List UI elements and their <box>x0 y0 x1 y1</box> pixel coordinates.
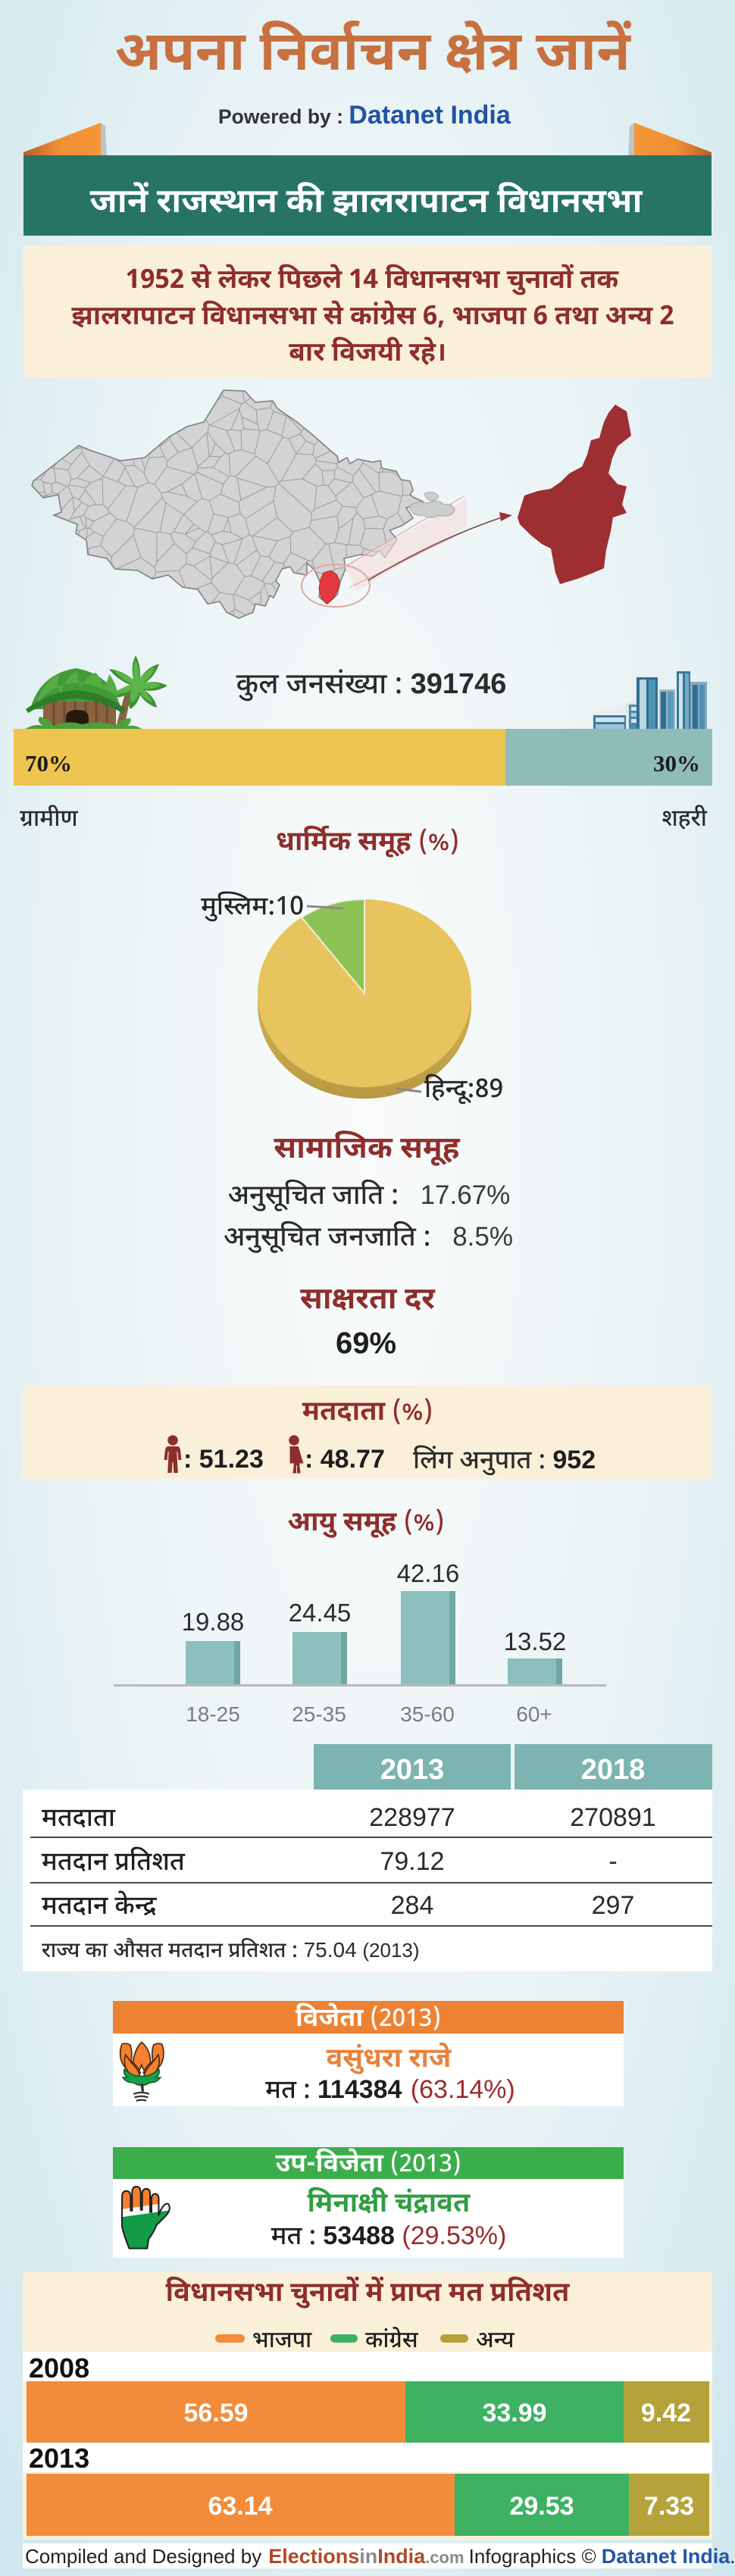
svg-text:270891: 270891 <box>570 1803 655 1832</box>
svg-text:53488: 53488 <box>323 2221 395 2250</box>
svg-text:: 51.23: : 51.23 <box>183 1445 264 1474</box>
svg-text:Compiled and Designed by: Compiled and Designed by <box>25 2545 261 2568</box>
svg-text:19.88: 19.88 <box>182 1608 245 1636</box>
svg-text:63.14: 63.14 <box>208 2492 272 2521</box>
svg-text:17.67%: 17.67% <box>421 1180 511 1210</box>
svg-text:2013: 2013 <box>380 1754 445 1786</box>
svg-text:.com: .com <box>425 2548 464 2567</box>
svg-text:33.99: 33.99 <box>482 2399 546 2428</box>
svg-text:391746: 391746 <box>411 668 507 700</box>
svg-text:284: 284 <box>391 1891 434 1920</box>
svg-text:(2013): (2013) <box>362 1939 419 1962</box>
svg-text:in: in <box>359 2545 377 2568</box>
svg-text:(63.14%): (63.14%) <box>411 2075 515 2104</box>
svg-text:Powered by :: Powered by : <box>218 105 343 128</box>
svg-text:7.33: 7.33 <box>644 2492 694 2521</box>
svg-text:2013: 2013 <box>29 2443 89 2474</box>
svg-text:9.42: 9.42 <box>641 2399 691 2428</box>
svg-text:8.5%: 8.5% <box>452 1222 513 1252</box>
svg-text:India: India <box>377 2545 426 2568</box>
svg-text:18-25: 18-25 <box>186 1702 240 1726</box>
svg-text:228977: 228977 <box>369 1803 455 1832</box>
svg-text:69%: 69% <box>336 1327 396 1360</box>
svg-text:60+: 60+ <box>516 1702 552 1726</box>
svg-text:.: . <box>730 2545 735 2568</box>
svg-text:2018: 2018 <box>581 1754 646 1786</box>
svg-text:2008: 2008 <box>29 2352 89 2384</box>
svg-text:75.04: 75.04 <box>304 1938 357 1962</box>
svg-text:Infographics ©: Infographics © <box>469 2545 596 2568</box>
svg-text:30%: 30% <box>653 750 700 777</box>
svg-text:Datanet India: Datanet India <box>349 101 511 130</box>
svg-text:(29.53%): (29.53%) <box>402 2221 506 2250</box>
svg-text:Elections: Elections <box>268 2545 359 2568</box>
svg-text:24.45: 24.45 <box>289 1599 352 1627</box>
svg-text:29.53: 29.53 <box>509 2492 574 2521</box>
svg-text:952: 952 <box>552 1446 596 1474</box>
svg-text:25-35: 25-35 <box>292 1702 346 1726</box>
svg-text:114384: 114384 <box>317 2075 402 2104</box>
svg-text:-: - <box>608 1847 617 1876</box>
svg-text:: 48.77: : 48.77 <box>305 1445 385 1474</box>
svg-text:35-60: 35-60 <box>400 1702 455 1726</box>
svg-text:79.12: 79.12 <box>380 1847 444 1876</box>
svg-text:13.52: 13.52 <box>504 1627 567 1655</box>
svg-text:56.59: 56.59 <box>183 2399 248 2428</box>
svg-text:297: 297 <box>592 1891 635 1920</box>
svg-text:Datanet India: Datanet India <box>602 2545 731 2568</box>
svg-text:70%: 70% <box>25 750 72 777</box>
svg-text:42.16: 42.16 <box>397 1559 460 1587</box>
